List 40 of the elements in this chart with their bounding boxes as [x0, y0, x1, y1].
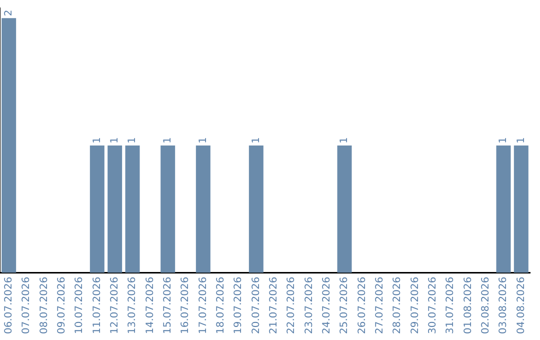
x-tick-label: 11.07.2026: [92, 276, 103, 334]
data-label: 1: [498, 137, 510, 144]
x-tick-label: 24.07.2026: [321, 276, 332, 334]
x-tick-label: 08.07.2026: [38, 276, 50, 334]
x-tick-label: 25.07.2026: [339, 276, 350, 334]
x-tick-label: 16.07.2026: [180, 276, 192, 334]
data-label: 1: [516, 137, 527, 144]
x-tick-label: 29.07.2026: [410, 276, 421, 334]
data-label: 1: [92, 137, 103, 144]
x-tick-label: 21.07.2026: [268, 276, 280, 334]
x-tick-label: 20.07.2026: [250, 276, 262, 334]
data-label: 1: [127, 137, 138, 144]
x-tick-label: 03.08.2026: [498, 276, 510, 334]
data-label: 1: [339, 137, 350, 144]
x-tick-label: 10.07.2026: [74, 276, 86, 334]
x-tick-label: 07.07.2026: [21, 276, 32, 334]
x-tick-label: 04.08.2026: [516, 276, 527, 334]
x-tick-label: 01.08.2026: [462, 276, 474, 334]
x-tick-label: 31.07.2026: [445, 276, 456, 334]
x-tick-label: 23.07.2026: [304, 276, 315, 334]
x-tick-label: 30.07.2026: [427, 276, 438, 334]
x-tick-label: 17.07.2026: [198, 276, 209, 334]
x-tick-label: 14.07.2026: [144, 276, 156, 334]
data-label: 1: [162, 137, 174, 144]
data-label: 2: [3, 10, 14, 16]
x-tick-label: 18.07.2026: [215, 276, 226, 334]
x-tick-label: 27.07.2026: [374, 276, 386, 334]
x-tick-label: 26.07.2026: [356, 276, 368, 334]
x-tick-label: 28.07.2026: [392, 276, 404, 334]
x-tick-label: 19.07.2026: [233, 276, 244, 334]
data-label: 1: [109, 137, 120, 144]
x-tick-label: 22.07.2026: [286, 276, 298, 334]
x-tick-label: 09.07.2026: [56, 276, 68, 334]
data-label: 1: [250, 137, 262, 144]
x-tick-label: 02.08.2026: [480, 276, 492, 334]
x-tick-label: 06.07.2026: [3, 276, 14, 334]
data-label: 1: [198, 137, 209, 144]
x-tick-label: 15.07.2026: [162, 276, 174, 334]
x-tick-label: 13.07.2026: [127, 276, 138, 334]
x-tick-label: 12.07.2026: [109, 276, 120, 334]
